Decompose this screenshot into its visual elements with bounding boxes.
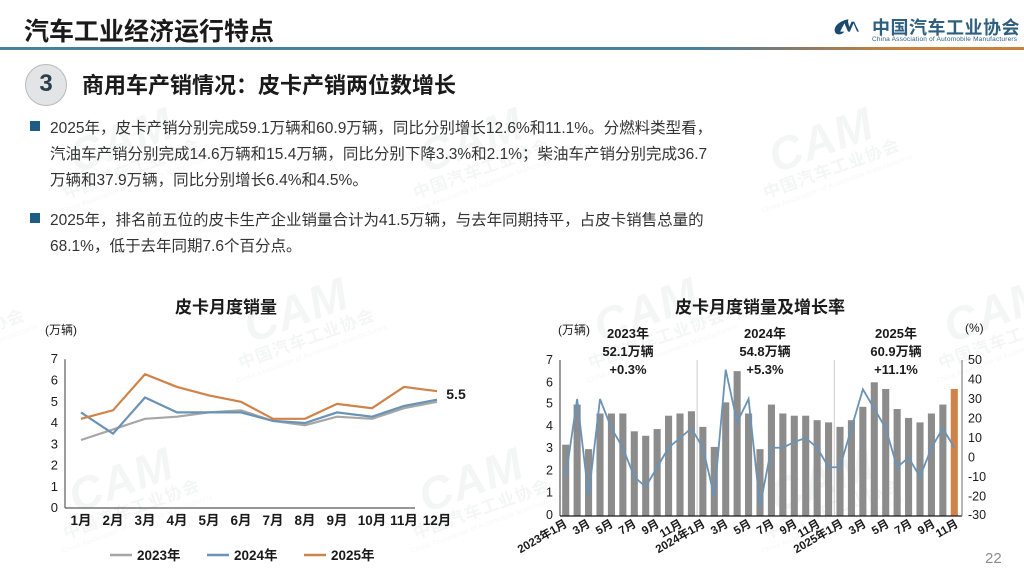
svg-text:2025年: 2025年 [331,547,375,563]
svg-text:1: 1 [546,486,553,500]
svg-text:7月: 7月 [616,517,638,537]
svg-text:6月: 6月 [230,513,251,528]
svg-text:10: 10 [968,431,982,445]
svg-text:9月: 9月 [639,517,661,537]
svg-text:0: 0 [968,451,975,465]
svg-text:4: 4 [546,419,553,433]
svg-text:9月: 9月 [915,517,937,537]
svg-text:50: 50 [968,353,982,367]
svg-text:9月: 9月 [777,517,799,537]
svg-text:11月: 11月 [390,513,418,528]
svg-text:6: 6 [51,373,58,388]
svg-text:5月: 5月 [198,513,219,528]
svg-text:2: 2 [51,458,58,473]
svg-text:2月: 2月 [102,513,123,528]
svg-text:-10: -10 [968,470,986,484]
svg-text:5月: 5月 [731,517,753,537]
svg-text:2: 2 [546,463,553,477]
svg-text:7: 7 [546,353,553,367]
svg-text:3月: 3月 [708,517,730,537]
svg-text:5: 5 [546,397,553,411]
svg-text:4月: 4月 [166,513,187,528]
svg-text:20: 20 [968,412,982,426]
svg-text:1月: 1月 [70,513,91,528]
svg-text:40: 40 [968,373,982,387]
svg-text:4: 4 [51,415,58,430]
svg-text:0: 0 [51,500,58,515]
svg-text:2023年: 2023年 [137,547,181,563]
svg-text:8月: 8月 [294,513,315,528]
svg-text:3月: 3月 [570,517,592,537]
svg-text:5月: 5月 [869,517,891,537]
svg-text:3月: 3月 [134,513,155,528]
svg-text:7月: 7月 [262,513,283,528]
svg-text:7月: 7月 [754,517,776,537]
svg-text:3: 3 [51,436,58,451]
svg-text:5月: 5月 [593,517,615,537]
svg-text:11月: 11月 [933,517,960,540]
svg-text:12月: 12月 [423,513,452,528]
svg-text:7: 7 [51,351,58,366]
svg-text:6: 6 [546,375,553,389]
svg-text:5: 5 [51,394,58,409]
svg-text:1: 1 [51,479,58,494]
svg-text:-20: -20 [968,490,986,504]
svg-text:3月: 3月 [846,517,868,537]
svg-text:2024年: 2024年 [234,547,278,563]
svg-text:7月: 7月 [892,517,914,537]
svg-text:9月: 9月 [326,513,347,528]
svg-text:5.5: 5.5 [446,386,466,402]
svg-text:2023年1月: 2023年1月 [515,516,570,556]
svg-text:3: 3 [546,441,553,455]
svg-text:30: 30 [968,392,982,406]
svg-text:10月: 10月 [358,513,387,528]
